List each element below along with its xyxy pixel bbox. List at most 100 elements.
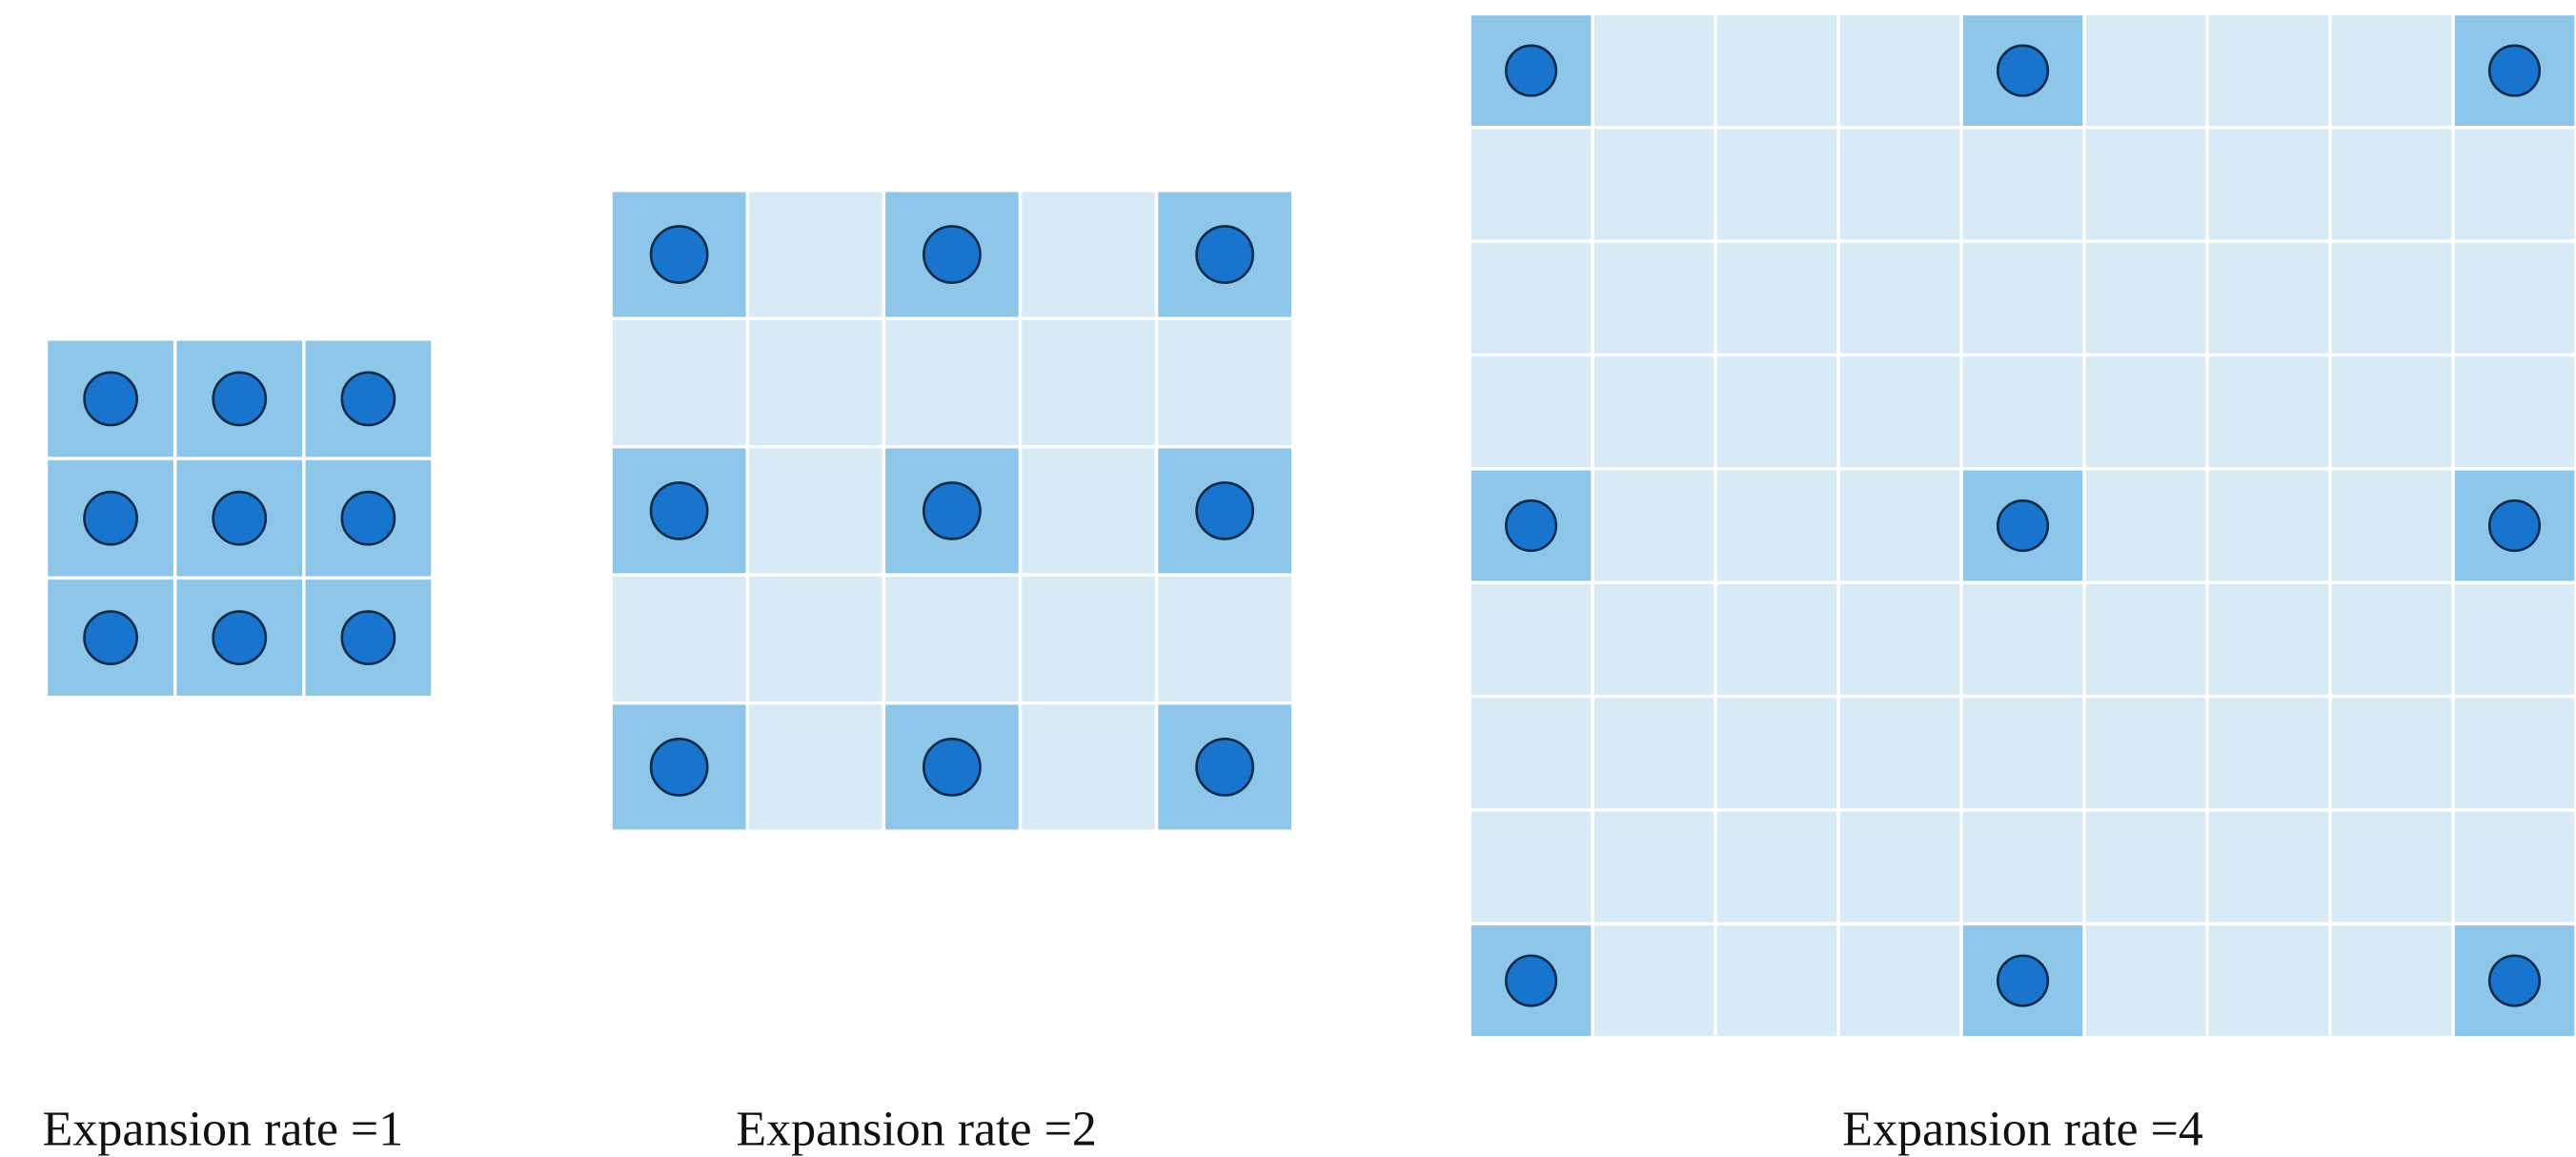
cell — [2331, 129, 2452, 240]
cell — [1158, 576, 1291, 701]
cell — [1716, 129, 1837, 240]
cell — [1022, 320, 1155, 445]
cell — [2454, 811, 2575, 923]
cell — [1716, 15, 1837, 127]
cell — [1716, 242, 1837, 354]
cell — [2331, 698, 2452, 809]
cell — [1839, 583, 1960, 695]
cell — [2331, 583, 2452, 695]
cell — [2454, 583, 2575, 695]
cell — [748, 448, 882, 574]
cell — [748, 576, 882, 701]
kernel-point — [1996, 954, 2050, 1007]
kernel-point — [340, 610, 396, 665]
cell — [1716, 356, 1837, 468]
cell — [2331, 811, 2452, 923]
cell — [1593, 129, 1714, 240]
cell — [2085, 583, 2206, 695]
cell — [2208, 698, 2329, 809]
cell — [1593, 811, 1714, 923]
cell — [2331, 15, 2452, 127]
cell — [2331, 242, 2452, 354]
kernel-point — [1505, 44, 1558, 97]
cell — [2085, 356, 2206, 468]
cell — [1962, 242, 2083, 354]
cell — [1471, 698, 1592, 809]
cell — [1471, 583, 1592, 695]
panel-label: Expansion rate =1 — [43, 1102, 404, 1156]
cell — [1471, 811, 1592, 923]
kernel-point — [340, 490, 396, 546]
cell — [2085, 811, 2206, 923]
cell — [2208, 470, 2329, 581]
cell — [2208, 356, 2329, 468]
cell — [748, 704, 882, 830]
cell — [748, 320, 882, 445]
kernel-point — [212, 490, 268, 546]
cell — [2208, 242, 2329, 354]
cell — [2208, 925, 2329, 1036]
cell — [1716, 811, 1837, 923]
cell — [2085, 129, 2206, 240]
kernel-point — [2487, 498, 2542, 553]
cell — [1839, 698, 1960, 809]
cell — [1593, 470, 1714, 581]
cell — [1471, 242, 1592, 354]
kernel-point — [2487, 954, 2542, 1007]
cell — [1839, 242, 1960, 354]
cell — [1962, 356, 2083, 468]
cell — [1962, 811, 2083, 923]
kernel-point — [212, 371, 268, 427]
cell — [1839, 925, 1960, 1036]
kernel-point — [923, 481, 982, 540]
cell — [2085, 15, 2206, 127]
cell — [1022, 448, 1155, 574]
kernel-point — [1195, 481, 1255, 540]
cell — [1593, 583, 1714, 695]
cell — [1839, 356, 1960, 468]
cell — [1839, 129, 1960, 240]
panel-label: Expansion rate =2 — [736, 1102, 1097, 1156]
cell — [1962, 129, 2083, 240]
cell — [1593, 698, 1714, 809]
kernel-point — [649, 737, 709, 797]
cell — [885, 576, 1019, 701]
kernel-point — [923, 737, 982, 797]
cell — [2454, 129, 2575, 240]
cell — [1593, 925, 1714, 1036]
kernel-point — [83, 610, 138, 665]
cell — [2208, 811, 2329, 923]
cell — [2085, 242, 2206, 354]
cell — [1471, 129, 1592, 240]
kernel-point — [1195, 225, 1255, 284]
cell — [1839, 470, 1960, 581]
cell — [1593, 15, 1714, 127]
kernel-point — [649, 225, 709, 284]
cell — [1158, 320, 1291, 445]
cell — [2331, 470, 2452, 581]
cell — [1593, 356, 1714, 468]
kernel-point — [83, 490, 138, 546]
cell — [1716, 698, 1837, 809]
cell — [1022, 704, 1155, 830]
cell — [2085, 470, 2206, 581]
cell — [1022, 576, 1155, 701]
cell — [2208, 129, 2329, 240]
kernel-point — [83, 371, 138, 427]
kernel-point — [212, 610, 268, 665]
cell — [2454, 698, 2575, 809]
cell — [1716, 470, 1837, 581]
kernel-point — [1996, 498, 2050, 553]
cell — [2454, 242, 2575, 354]
cell — [2331, 356, 2452, 468]
cell — [1022, 192, 1155, 317]
cell — [1471, 356, 1592, 468]
cell — [1839, 811, 1960, 923]
kernel-point — [340, 371, 396, 427]
kernel-point — [649, 481, 709, 540]
cell — [2085, 698, 2206, 809]
cell — [1839, 15, 1960, 127]
cell — [2208, 15, 2329, 127]
